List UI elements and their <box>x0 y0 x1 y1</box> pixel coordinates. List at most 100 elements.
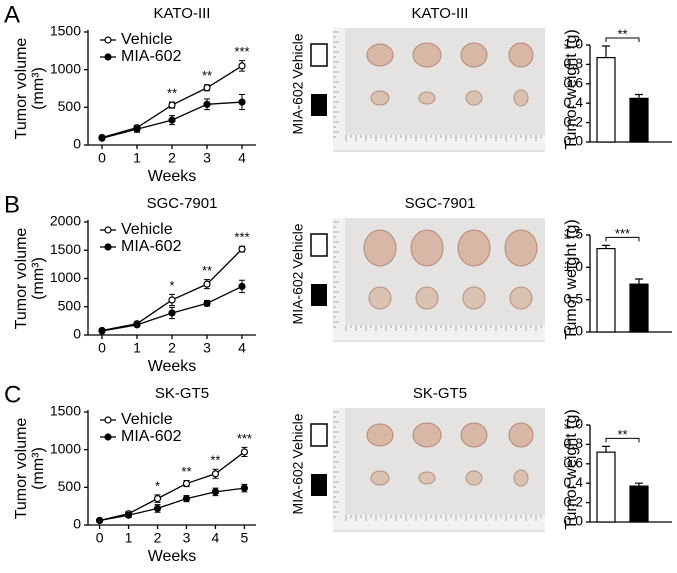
point <box>182 479 191 488</box>
legend-marker <box>104 243 112 251</box>
y-axis-label: Tumor weight (g) <box>563 29 580 149</box>
significance: * <box>169 278 174 293</box>
tumor <box>410 229 444 267</box>
point <box>153 504 162 513</box>
significance: ** <box>167 85 177 100</box>
point <box>203 84 211 92</box>
significance: ** <box>202 68 212 83</box>
y-axis-label: (mm³) <box>30 447 47 490</box>
x-tick-label: 4 <box>238 340 246 356</box>
y-tick-label: 1500 <box>50 23 81 39</box>
tumor <box>508 422 534 448</box>
x-tick-label: 4 <box>238 150 246 166</box>
point <box>98 327 106 335</box>
y-tick-label: 1000 <box>50 440 81 456</box>
ruler-bottom <box>345 135 545 150</box>
y-tick-label: 0.5 <box>564 290 584 306</box>
tumor <box>415 286 439 310</box>
sig-bracket <box>605 437 640 443</box>
legend-label: Vehicle <box>121 221 173 238</box>
mia-key <box>311 474 327 496</box>
point <box>211 488 220 496</box>
bar <box>629 283 649 333</box>
significance: *** <box>237 431 252 446</box>
tumor <box>363 229 397 267</box>
x-tick-label: 1 <box>125 530 133 546</box>
chart-title: SGC-7901 <box>147 195 218 212</box>
photo-title: SGC-7901 <box>405 195 476 212</box>
point <box>168 296 176 304</box>
point <box>182 495 191 503</box>
tumor <box>460 422 488 448</box>
significance: ** <box>210 453 220 468</box>
tumor <box>418 471 436 485</box>
tumor <box>418 91 436 105</box>
y-tick-label: 0 <box>73 516 81 532</box>
y-tick-label: 500 <box>58 98 82 114</box>
y-tick-label: 0.0 <box>564 323 584 339</box>
x-tick-label: 2 <box>168 340 176 356</box>
tumor <box>504 229 538 267</box>
x-tick-label: 0 <box>98 150 106 166</box>
x-tick-label: 0 <box>96 530 104 546</box>
significance: *** <box>234 230 249 245</box>
row-label: MIA-602 <box>290 271 306 324</box>
y-tick-label: 0.4 <box>564 474 584 490</box>
row-label: MIA-602 <box>290 81 306 134</box>
y-tick-label: 0.2 <box>564 113 584 129</box>
tumor <box>412 422 442 448</box>
row-label: Vehicle <box>290 223 306 268</box>
bar <box>596 247 616 333</box>
significance: *** <box>234 44 249 59</box>
tumor <box>513 89 529 107</box>
y-tick-label: 0.8 <box>564 435 584 451</box>
y-tick-label: 0.4 <box>564 94 584 110</box>
point <box>133 125 141 133</box>
point <box>95 516 104 525</box>
y-tick-label: 1500 <box>50 403 81 419</box>
chart-title: SK-GT5 <box>155 385 209 402</box>
point <box>240 484 249 492</box>
y-tick-label: 0.8 <box>564 55 584 71</box>
tumor <box>509 286 533 310</box>
point <box>124 511 133 519</box>
significance: ** <box>181 464 191 479</box>
mia-key <box>311 94 327 116</box>
legend-label: MIA-602 <box>121 48 182 65</box>
point <box>203 100 211 108</box>
row-label: Vehicle <box>290 33 306 78</box>
panel-label: C <box>4 381 21 408</box>
point <box>98 134 106 142</box>
x-tick-label: 2 <box>154 530 162 546</box>
y-tick-label: 500 <box>58 478 82 494</box>
point <box>211 470 220 478</box>
error-bar <box>602 445 610 453</box>
point <box>153 495 162 503</box>
bar <box>629 97 649 143</box>
ruler-left <box>333 408 345 530</box>
legend-label: MIA-602 <box>121 428 182 445</box>
sig-bracket <box>605 236 640 242</box>
row-label: MIA-602 <box>290 461 306 514</box>
vehicle-key <box>310 43 328 67</box>
point <box>238 98 246 106</box>
legend-marker <box>104 36 112 44</box>
tumor <box>370 90 390 106</box>
tumor <box>366 43 394 67</box>
point <box>168 309 176 317</box>
y-tick-label: 1500 <box>50 241 81 257</box>
y-tick-label: 1000 <box>50 269 81 285</box>
series-line <box>99 451 245 522</box>
y-tick-label: 0.0 <box>564 513 584 529</box>
y-tick-label: 0 <box>73 136 81 152</box>
legend-label: Vehicle <box>121 31 173 48</box>
photo-title: SK-GT5 <box>413 385 467 402</box>
x-tick-label: 1 <box>133 150 141 166</box>
y-tick-label: 0.6 <box>564 455 584 471</box>
x-tick-label: 2 <box>168 150 176 166</box>
x-tick-label: 0 <box>98 340 106 356</box>
y-tick-label: 1.0 <box>564 258 584 274</box>
y-tick-label: 1.0 <box>564 36 584 52</box>
ruler-left <box>333 28 345 150</box>
tumor <box>465 470 483 486</box>
